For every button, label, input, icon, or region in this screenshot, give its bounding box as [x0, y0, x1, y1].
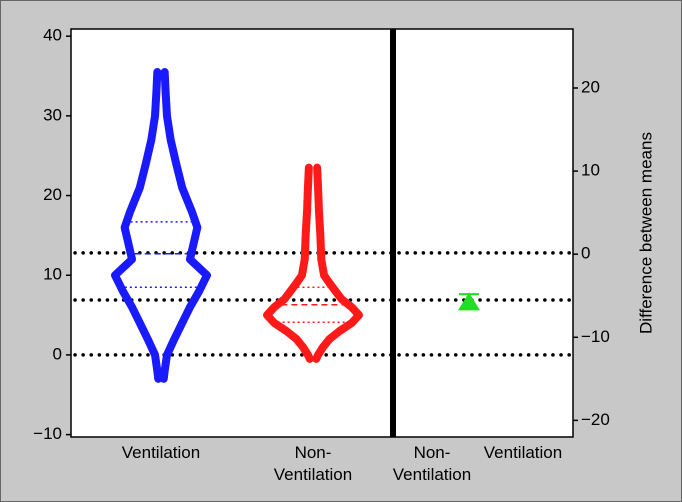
y-tick-label: 40 — [43, 26, 62, 45]
y-tick-label: −10 — [33, 424, 62, 443]
y2-axis-label: Difference between means — [636, 132, 655, 334]
y2-tick-label: 0 — [581, 244, 590, 263]
y-tick-label: 30 — [43, 105, 62, 124]
x-tick-label: Ventilation — [483, 443, 563, 462]
x-tick-label: Ventilation — [121, 443, 201, 462]
x-tick-label: Non-Ventilation — [273, 443, 353, 484]
y2-tick-label: −20 — [581, 410, 610, 429]
y2-tick-label: 10 — [581, 161, 600, 180]
y-tick-label: 0 — [53, 344, 62, 363]
y-tick-label: 20 — [43, 185, 62, 204]
violin-outline — [263, 163, 314, 363]
y2-tick-label: −10 — [581, 327, 610, 346]
x-tick-label: Non-Ventilation — [392, 443, 472, 484]
y-tick-label: 10 — [43, 265, 62, 284]
difference-marker — [458, 292, 480, 311]
y2-tick-label: 20 — [581, 77, 600, 96]
violin-outline — [159, 68, 211, 383]
violin-outline — [111, 68, 163, 383]
violin-outline — [312, 163, 363, 363]
